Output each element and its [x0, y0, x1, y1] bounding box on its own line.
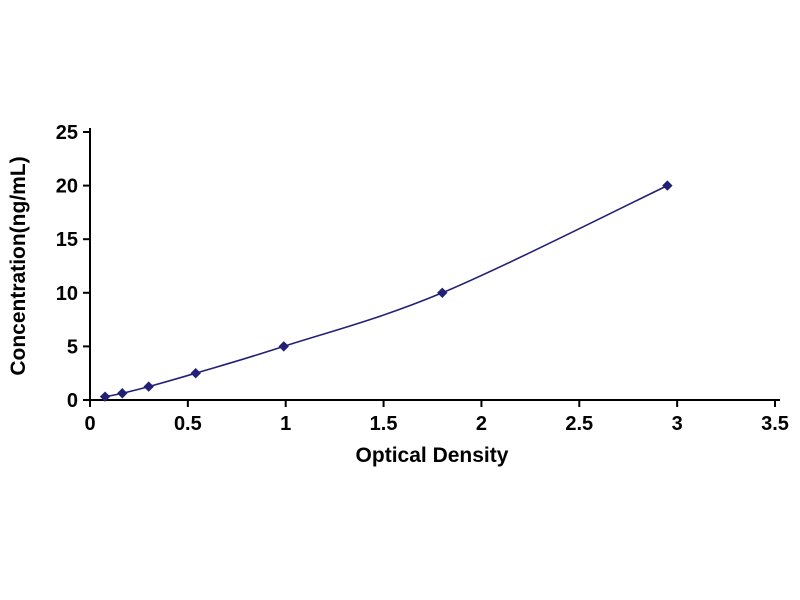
x-axis-title: Optical Density [356, 444, 509, 467]
x-tick-label: 1 [280, 413, 291, 435]
y-tick-label: 25 [56, 122, 78, 144]
x-tick-label: 2.5 [565, 413, 593, 435]
x-tick-label: 0 [84, 413, 95, 435]
data-point-marker [437, 287, 448, 299]
x-tick-label: 3 [672, 413, 683, 435]
y-axis-title: Concentration(ng/mL) [7, 156, 30, 375]
y-tick-label: 20 [56, 176, 78, 198]
y-tick-label: 0 [67, 390, 78, 412]
y-tick-label: 15 [56, 229, 78, 251]
data-point-marker [190, 367, 201, 379]
data-point-marker [99, 391, 111, 402]
data-point-marker [278, 341, 289, 352]
data-point-marker [143, 381, 154, 392]
y-tick-label: 5 [67, 336, 78, 358]
x-tick-label: 2 [476, 413, 487, 435]
y-tick-label: 10 [56, 283, 78, 305]
x-tick-label: 1.5 [370, 413, 398, 435]
x-tick-label: 3.5 [761, 413, 789, 435]
series-line [104, 184, 668, 398]
x-tick-label: 0.5 [174, 413, 202, 435]
data-point-marker [117, 388, 128, 399]
data-point-marker [662, 180, 673, 191]
